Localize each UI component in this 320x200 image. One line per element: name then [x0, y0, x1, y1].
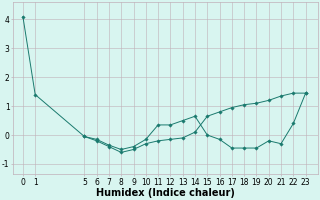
X-axis label: Humidex (Indice chaleur): Humidex (Indice chaleur): [96, 188, 235, 198]
